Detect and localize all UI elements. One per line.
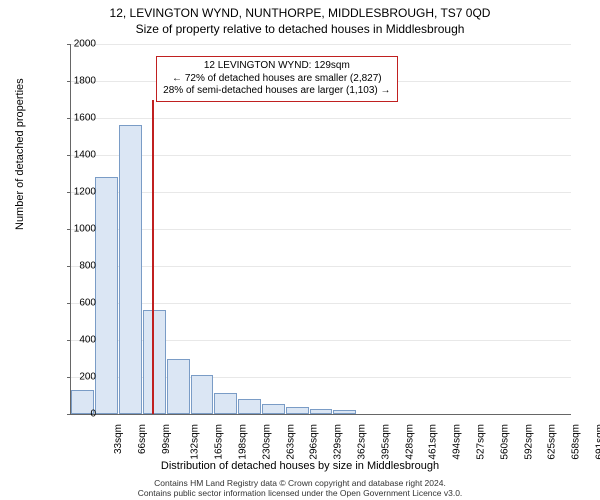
annotation-line: 12 LEVINGTON WYND: 129sqm <box>163 60 390 73</box>
y-tick-label: 1800 <box>56 76 96 87</box>
x-tick-label: 33sqm <box>113 424 124 454</box>
histogram-bar <box>238 399 261 414</box>
title-line-1: 12, LEVINGTON WYND, NUNTHORPE, MIDDLESBR… <box>0 0 600 20</box>
x-tick-label: 494sqm <box>452 424 463 460</box>
histogram-bar <box>262 404 285 414</box>
x-tick-label: 428sqm <box>404 424 415 460</box>
x-tick-label: 560sqm <box>499 424 510 460</box>
y-tick-label: 800 <box>56 261 96 272</box>
histogram-bar <box>143 310 166 414</box>
y-tick-label: 1200 <box>56 187 96 198</box>
y-tick-label: 1400 <box>56 150 96 161</box>
x-tick-label: 395sqm <box>380 424 391 460</box>
y-tick-label: 1600 <box>56 113 96 124</box>
y-tick-label: 200 <box>56 372 96 383</box>
x-tick-label: 66sqm <box>137 424 148 454</box>
x-tick-label: 658sqm <box>571 424 582 460</box>
y-tick-label: 400 <box>56 335 96 346</box>
chart-area: 33sqm66sqm99sqm132sqm165sqm198sqm230sqm2… <box>70 44 570 414</box>
y-tick-label: 2000 <box>56 39 96 50</box>
histogram-bar <box>191 375 214 414</box>
y-tick-label: 600 <box>56 298 96 309</box>
x-tick-label: 296sqm <box>309 424 320 460</box>
y-tick-label: 0 <box>56 409 96 420</box>
gridline <box>71 303 571 304</box>
gridline <box>71 155 571 156</box>
gridline <box>71 229 571 230</box>
x-tick-label: 362sqm <box>357 424 368 460</box>
x-tick-label: 132sqm <box>190 424 201 460</box>
histogram-bar <box>310 409 333 414</box>
x-tick-label: 165sqm <box>214 424 225 460</box>
x-tick-label: 691sqm <box>595 424 600 460</box>
x-tick-label: 625sqm <box>547 424 558 460</box>
gridline <box>71 118 571 119</box>
histogram-bar <box>95 177 118 414</box>
y-tick-label: 1000 <box>56 224 96 235</box>
annotation-box: 12 LEVINGTON WYND: 129sqm← 72% of detach… <box>156 56 397 102</box>
annotation-line: 28% of semi-detached houses are larger (… <box>163 85 390 98</box>
x-tick-label: 527sqm <box>476 424 487 460</box>
x-axis-label: Distribution of detached houses by size … <box>0 460 600 472</box>
x-tick-label: 263sqm <box>285 424 296 460</box>
x-tick-label: 198sqm <box>238 424 249 460</box>
footer-line-1: Contains HM Land Registry data © Crown c… <box>0 478 600 488</box>
gridline <box>71 44 571 45</box>
footer-line-2: Contains public sector information licen… <box>0 488 600 498</box>
gridline <box>71 266 571 267</box>
x-tick-label: 592sqm <box>523 424 534 460</box>
annotation-line: ← 72% of detached houses are smaller (2,… <box>163 73 390 86</box>
marker-line <box>152 100 154 415</box>
x-tick-label: 230sqm <box>261 424 272 460</box>
x-tick-label: 99sqm <box>161 424 172 454</box>
histogram-bar <box>167 359 190 415</box>
histogram-bar <box>214 393 237 414</box>
title-line-2: Size of property relative to detached ho… <box>0 20 600 36</box>
x-tick-label: 329sqm <box>333 424 344 460</box>
footer-text: Contains HM Land Registry data © Crown c… <box>0 478 600 498</box>
plot-region: 33sqm66sqm99sqm132sqm165sqm198sqm230sqm2… <box>70 44 571 415</box>
histogram-bar <box>333 410 356 414</box>
histogram-bar <box>119 125 142 414</box>
y-axis-label: Number of detached properties <box>14 78 26 230</box>
histogram-bar <box>286 407 309 414</box>
gridline <box>71 192 571 193</box>
x-tick-label: 461sqm <box>428 424 439 460</box>
chart-container: 12, LEVINGTON WYND, NUNTHORPE, MIDDLESBR… <box>0 0 600 500</box>
